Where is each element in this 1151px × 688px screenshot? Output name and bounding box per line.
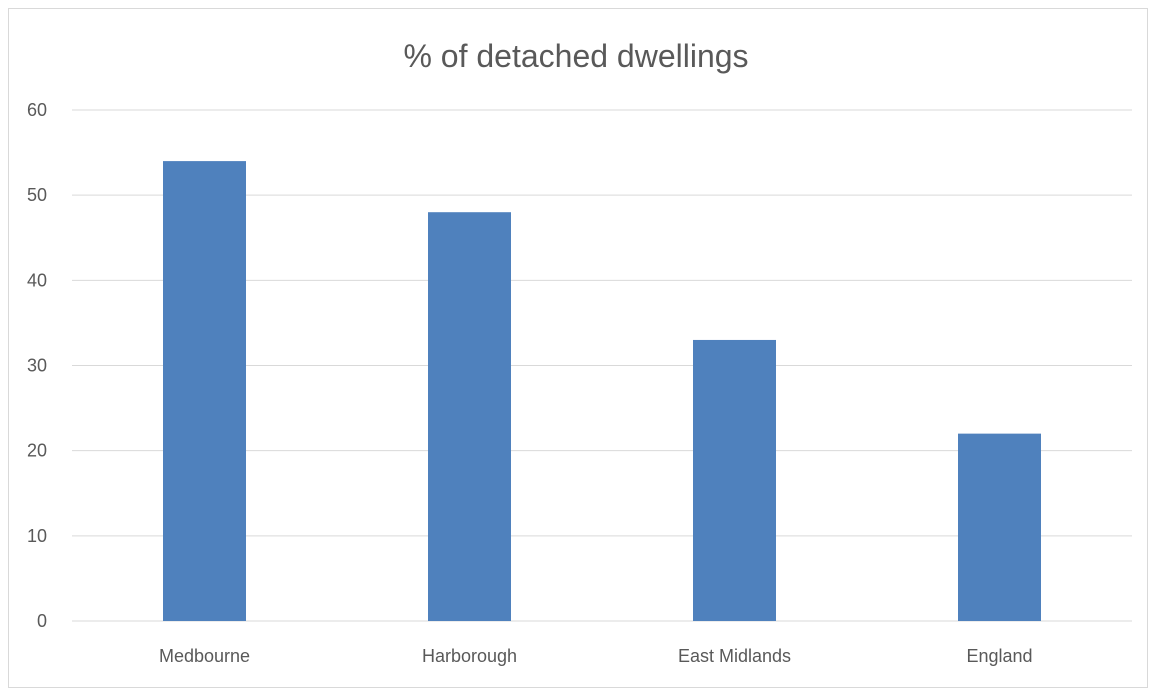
chart-border [8, 8, 1148, 688]
bar-england [958, 433, 1041, 621]
x-axis-categories: Medbourne Harborough East Midlands England [159, 646, 1033, 666]
bar-medbourne [163, 161, 246, 621]
x-category-label: East Midlands [678, 646, 791, 666]
y-axis-ticks: 0 10 20 30 40 50 60 [27, 100, 47, 631]
chart-title: % of detached dwellings [403, 38, 748, 74]
y-tick-label: 0 [37, 611, 47, 631]
x-category-label: Medbourne [159, 646, 250, 666]
gridlines [72, 109, 1132, 622]
bar-harborough [428, 212, 511, 621]
y-tick-label: 50 [27, 185, 47, 205]
bar-east-midlands [693, 339, 776, 621]
y-tick-label: 60 [27, 100, 47, 120]
x-category-label: England [966, 646, 1032, 666]
y-tick-label: 10 [27, 526, 47, 546]
bars [163, 161, 1041, 621]
x-category-label: Harborough [422, 646, 517, 666]
y-tick-label: 40 [27, 270, 47, 290]
y-tick-label: 30 [27, 356, 47, 376]
y-tick-label: 20 [27, 441, 47, 461]
